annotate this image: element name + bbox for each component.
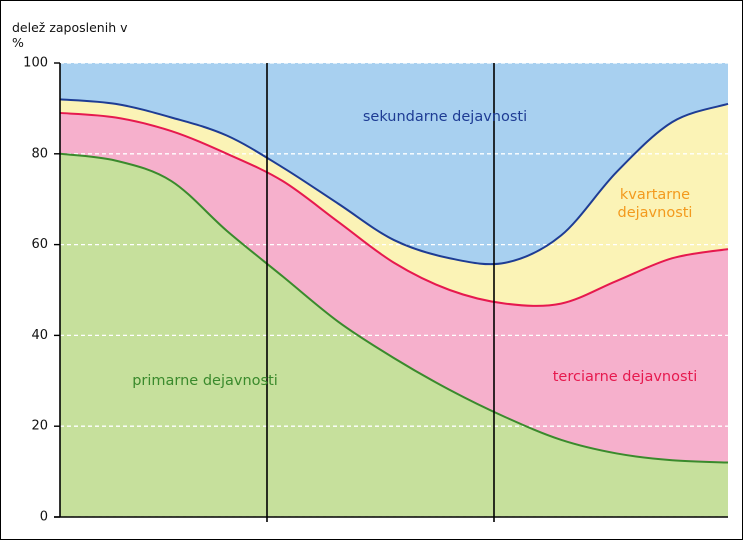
y-tick-label: 80 (31, 146, 48, 161)
y-tick-label: 20 (31, 419, 48, 434)
region-label: sekundarne dejavnosti (362, 109, 528, 125)
y-tick-label: 60 (31, 237, 48, 252)
region-label: primarne dejavnosti (132, 373, 278, 389)
boundary-line (59, 98, 729, 266)
area (60, 99, 728, 306)
y-axis-label: delež zaposlenih v % (12, 20, 128, 50)
y-tick-label: 40 (31, 328, 48, 343)
area (60, 63, 728, 265)
boundary-line (59, 111, 729, 307)
y-tick-label: 0 (40, 510, 48, 525)
boundary-line (59, 152, 729, 464)
region-label: kvartarne dejavnosti (617, 187, 693, 221)
area (60, 153, 728, 518)
region-label: terciarne dejavnosti (552, 369, 698, 385)
area (60, 112, 728, 463)
y-tick-label: 100 (23, 56, 48, 71)
